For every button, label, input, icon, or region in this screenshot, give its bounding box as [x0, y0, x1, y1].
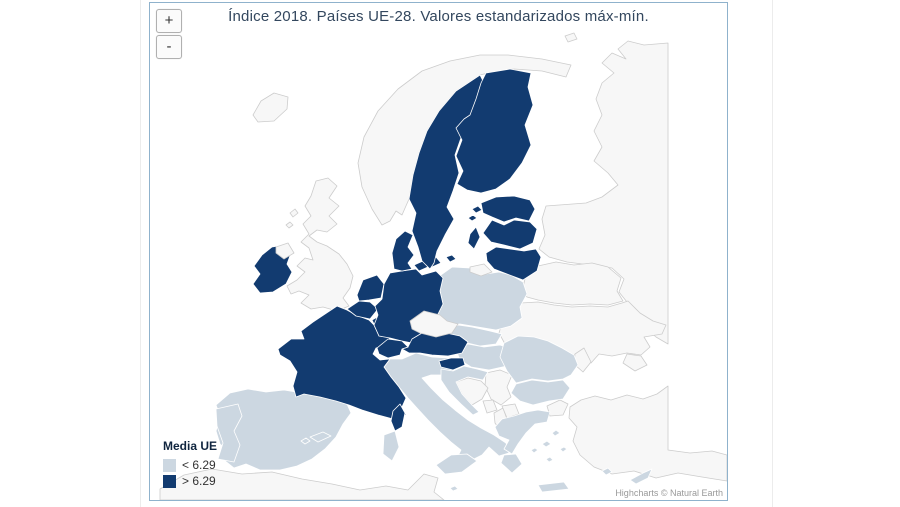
country-uk[interactable] [285, 177, 354, 312]
legend-label-below-mean: < 6.29 [182, 458, 216, 472]
legend-item-above-mean[interactable]: > 6.29 [163, 473, 217, 489]
country-spain[interactable] [215, 388, 352, 471]
country-north-africa[interactable] [159, 468, 445, 500]
country-slovenia[interactable] [438, 357, 466, 371]
country-switzerland[interactable] [376, 338, 409, 359]
country-northern-ireland[interactable] [275, 242, 295, 260]
country-russia[interactable] [538, 32, 669, 345]
legend-title: Media UE [163, 439, 218, 453]
credits-link[interactable]: Highcharts © Natural Earth [615, 488, 723, 498]
country-balearic-islands[interactable] [300, 431, 332, 445]
legend: Media UE < 6.29 > 6.29 [163, 439, 217, 489]
country-portugal[interactable] [215, 403, 243, 463]
country-malta[interactable] [449, 485, 459, 492]
country-sardinia[interactable] [382, 430, 400, 462]
country-czechia[interactable] [409, 310, 459, 338]
country-romania[interactable] [499, 335, 579, 384]
country-croatia[interactable] [440, 365, 489, 416]
country-cyprus[interactable] [629, 468, 653, 485]
zoom-out-button[interactable]: - [156, 35, 182, 59]
page-column-divider-right [772, 0, 773, 507]
country-bulgaria[interactable] [510, 379, 571, 406]
zoom-in-button[interactable]: + [156, 9, 182, 33]
chart-title: Índice 2018. Países UE-28. Valores estan… [228, 8, 649, 25]
country-serbia[interactable] [484, 369, 513, 406]
country-iceland[interactable] [252, 92, 289, 123]
country-gotland[interactable] [467, 226, 481, 250]
country-lithuania[interactable] [485, 246, 542, 281]
country-corsica[interactable] [390, 403, 406, 432]
country-france[interactable] [277, 305, 407, 420]
map-countries [159, 32, 727, 500]
country-turkey[interactable] [568, 385, 727, 482]
map-navigation: + - [156, 9, 182, 61]
country-turkey-thrace[interactable] [546, 399, 569, 417]
country-estonia[interactable] [467, 195, 536, 223]
legend-swatch-above-mean [163, 474, 176, 488]
chart-container: Índice 2018. Países UE-28. Valores estan… [149, 2, 728, 501]
legend-item-below-mean[interactable]: < 6.29 [163, 457, 217, 473]
legend-swatch-below-mean [163, 458, 176, 472]
country-latvia[interactable] [482, 219, 538, 250]
country-sicily[interactable] [435, 453, 478, 475]
country-belarus[interactable] [521, 261, 624, 306]
page-column-divider-left [140, 0, 141, 507]
country-ukraine[interactable] [498, 300, 667, 372]
country-rhodes[interactable] [601, 467, 613, 476]
country-greece[interactable] [494, 409, 570, 493]
country-netherlands[interactable] [356, 274, 385, 302]
country-montenegro[interactable] [482, 399, 498, 414]
country-kaliningrad[interactable] [469, 263, 493, 277]
country-finland[interactable] [455, 68, 534, 194]
legend-label-above-mean: > 6.29 [182, 474, 216, 488]
europe-choropleth-map [159, 32, 727, 500]
